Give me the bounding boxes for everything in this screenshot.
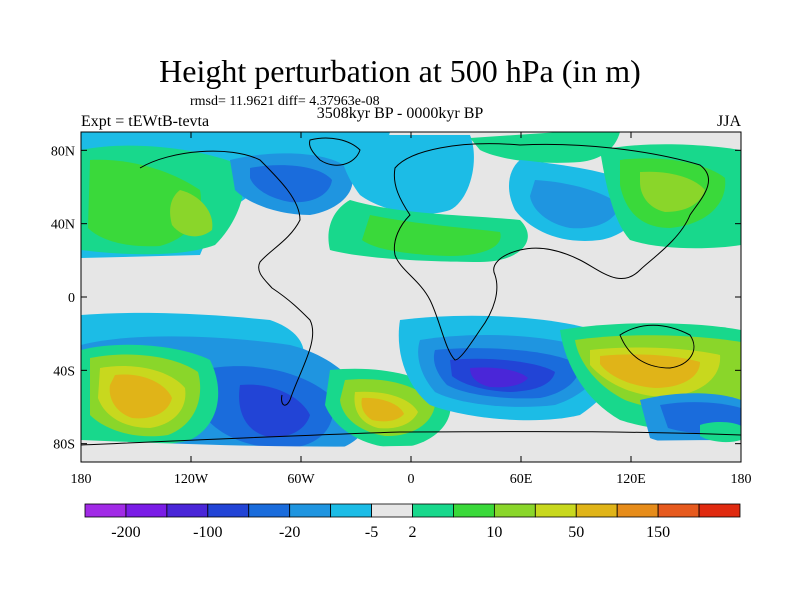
colorbar-box bbox=[207, 503, 250, 518]
colorbar: -200 -100 -20 -5 2 10 50 150 bbox=[84, 503, 741, 541]
period-label: 3508kyr BP - 0000kyr BP bbox=[316, 105, 484, 122]
y-tick-label: 0 bbox=[68, 291, 75, 306]
colorbar-label: -20 bbox=[279, 524, 300, 541]
colorbar-label: -100 bbox=[193, 524, 222, 541]
y-tick-label: 80S bbox=[53, 438, 75, 453]
season-label: JJA bbox=[716, 113, 741, 130]
x-tick-label: 0 bbox=[408, 472, 415, 487]
map-title: Height perturbation at 500 hPa (in m) bbox=[159, 53, 641, 89]
x-tick-label: 180 bbox=[731, 472, 752, 487]
statistics-label: rmsd= 11.9621 diff= 4.37963e-08 bbox=[190, 94, 380, 109]
contour-field bbox=[81, 132, 741, 462]
x-tick-label: 60W bbox=[287, 472, 315, 487]
colorbar-label: 2 bbox=[409, 524, 417, 541]
colorbar-box bbox=[289, 503, 332, 518]
colorbar-box bbox=[125, 503, 168, 518]
colorbar-box bbox=[412, 503, 454, 518]
x-axis: 180 120W 60W 0 60E 120E 180 bbox=[71, 132, 752, 487]
coastlines bbox=[81, 137, 741, 446]
y-tick-label: 40N bbox=[51, 218, 75, 233]
colorbar-label: 50 bbox=[568, 524, 584, 541]
colorbar-box bbox=[330, 503, 372, 518]
y-tick-label: 40S bbox=[53, 364, 75, 379]
colorbar-label: -5 bbox=[365, 524, 378, 541]
x-tick-label: 120E bbox=[616, 472, 646, 487]
colorbar-box bbox=[616, 503, 659, 518]
colorbar-box bbox=[698, 503, 741, 518]
colorbar-label: -200 bbox=[111, 524, 140, 541]
colorbar-box bbox=[575, 503, 618, 518]
colorbar-box bbox=[166, 503, 209, 518]
colorbar-box bbox=[493, 503, 536, 518]
colorbar-box bbox=[534, 503, 577, 518]
colorbar-box bbox=[453, 503, 495, 518]
colorbar-label: 10 bbox=[486, 524, 502, 541]
x-tick-label: 180 bbox=[71, 472, 92, 487]
colorbar-box bbox=[371, 503, 413, 518]
colorbar-box bbox=[248, 503, 291, 518]
x-tick-label: 120W bbox=[174, 472, 209, 487]
colorbar-box bbox=[84, 503, 127, 518]
x-tick-label: 60E bbox=[510, 472, 533, 487]
y-axis: 80N 40N 0 40S 80S bbox=[51, 144, 741, 453]
colorbar-box bbox=[657, 503, 700, 518]
experiment-label: Expt = tEWtB-tevta bbox=[81, 113, 210, 130]
colorbar-label: 150 bbox=[646, 524, 670, 541]
y-tick-label: 80N bbox=[51, 144, 75, 159]
